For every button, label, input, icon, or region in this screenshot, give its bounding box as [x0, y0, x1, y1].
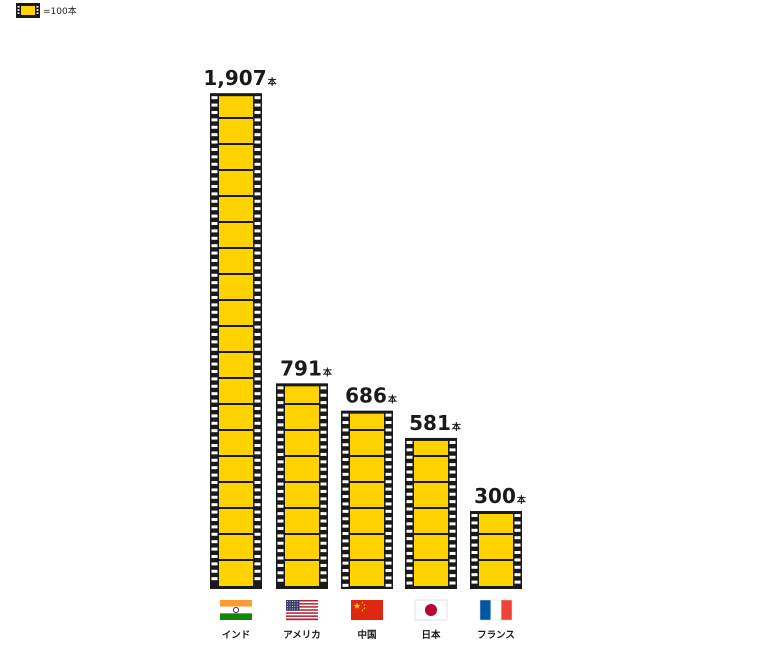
bar	[276, 383, 328, 589]
legend: =100本	[16, 3, 77, 18]
legend-label: =100本	[43, 5, 77, 17]
usa-flag	[286, 600, 318, 621]
flags-group	[220, 599, 513, 621]
country-label: 日本	[421, 629, 441, 641]
value-labels-group: 1,907本 791本 686本 581本 300本	[203, 66, 527, 508]
bar	[210, 93, 262, 590]
value-label: 791本	[280, 356, 333, 380]
country-label: フランス	[477, 630, 515, 641]
china-flag	[351, 600, 383, 620]
value-label: 686本	[345, 384, 398, 408]
country-label: インド	[222, 630, 251, 641]
bar	[405, 437, 457, 589]
india-flag	[220, 600, 252, 620]
france-flag	[479, 599, 513, 621]
bar	[341, 410, 393, 589]
film-frame-icon	[16, 3, 40, 18]
bars-group	[210, 93, 522, 590]
country-label: 中国	[357, 629, 376, 641]
country-labels-group: インド アメリカ 中国 日本 フランス	[222, 629, 515, 641]
bar	[470, 511, 522, 589]
country-label: アメリカ	[283, 630, 321, 641]
value-label: 581本	[409, 411, 462, 435]
japan-flag	[414, 599, 448, 621]
value-label: 1,907本	[203, 66, 277, 90]
value-label: 300本	[474, 484, 527, 508]
